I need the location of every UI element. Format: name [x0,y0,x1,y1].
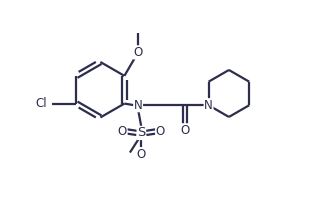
Text: O: O [118,125,127,138]
Text: O: O [133,46,143,59]
Text: N: N [204,99,213,112]
Text: O: O [180,124,190,137]
Text: O: O [156,125,165,138]
Text: S: S [137,126,146,139]
Text: O: O [137,148,146,161]
Text: Cl: Cl [35,97,47,110]
Text: N: N [134,99,142,112]
